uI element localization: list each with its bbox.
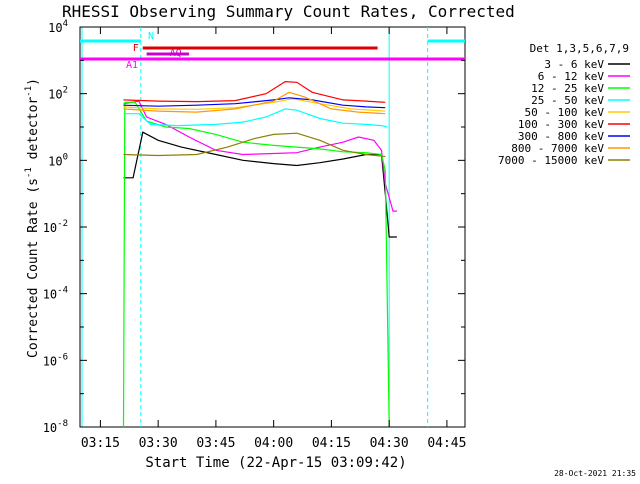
series-line-800-7000-kev <box>123 91 386 115</box>
annotation-label-aq: AQ <box>170 48 182 59</box>
y-tick-label-2: 100 <box>48 152 68 168</box>
series-line-3-6-kev <box>123 131 397 238</box>
overlay-lines <box>81 27 429 427</box>
legend-label-300-800-kev: 300 - 800 keV <box>518 130 604 143</box>
legend-label-3-6-kev: 3 - 6 keV <box>544 58 604 71</box>
legend-title: Det 1,3,5,6,7,9 <box>530 42 629 55</box>
footer-date: 28-Oct-2021 21:35 <box>554 469 636 478</box>
annotation-label-f: F <box>133 43 139 54</box>
legend-label-6-12-kev: 6 - 12 keV <box>538 70 605 83</box>
legend-label-800-7000-kev: 800 - 7000 keV <box>511 142 604 155</box>
plot-area <box>79 26 466 428</box>
y-tick-label-5: 10-6 <box>43 352 68 368</box>
series-line-300-800-kev <box>123 97 386 109</box>
annotation-label-a1: A1 <box>126 60 138 71</box>
series-line-50-100-kev <box>123 98 386 112</box>
legend-label-12-25-kev: 12 - 25 keV <box>531 82 604 95</box>
x-tick-label-0: 03:15 <box>81 436 120 451</box>
series-line-12-25-kev <box>122 101 390 428</box>
annotation-label-n: N <box>148 31 154 42</box>
y-tick-label-0: 104 <box>48 19 68 35</box>
legend-label-25-50-kev: 25 - 50 keV <box>531 94 604 107</box>
x-axis-label: Start Time (22-Apr-15 03:09:42) <box>145 455 406 471</box>
x-tick-label-3: 04:00 <box>254 436 293 451</box>
series-line-7000-15000-kev <box>123 132 386 158</box>
x-tick-label-2: 03:45 <box>196 436 235 451</box>
y-axis-label: Corrected Count Rate (s-1 detector-1) <box>24 78 41 358</box>
legend-label-7000-15000-kev: 7000 - 15000 keV <box>498 154 604 167</box>
series-group <box>122 80 397 428</box>
legend-label-100-300-kev: 100 - 300 keV <box>518 118 604 131</box>
x-tick-label-1: 03:30 <box>139 436 178 451</box>
x-axis: 03:15 03:30 03:45 04:00 04:15 04:30 04:45 <box>81 27 466 451</box>
y-tick-label-3: 10-2 <box>43 219 68 235</box>
y-tick-label-6: 10-8 <box>43 419 68 435</box>
annotation-bars: NF AQ A1 <box>80 31 465 71</box>
x-tick-label-6: 04:45 <box>427 436 466 451</box>
y-axis: 104 102 100 10-2 10-4 10-6 10-8 <box>43 19 465 435</box>
x-tick-label-5: 04:30 <box>370 436 409 451</box>
legend-label-50-100-kev: 50 - 100 keV <box>525 106 605 119</box>
chart-title: RHESSI Observing Summary Count Rates, Co… <box>62 2 515 21</box>
x-tick-label-4: 04:15 <box>312 436 351 451</box>
y-tick-label-1: 102 <box>48 86 68 102</box>
series-line-100-300-kev <box>123 80 386 103</box>
y-tick-label-4: 10-4 <box>43 286 68 302</box>
series-line-25-50-kev <box>123 108 388 128</box>
